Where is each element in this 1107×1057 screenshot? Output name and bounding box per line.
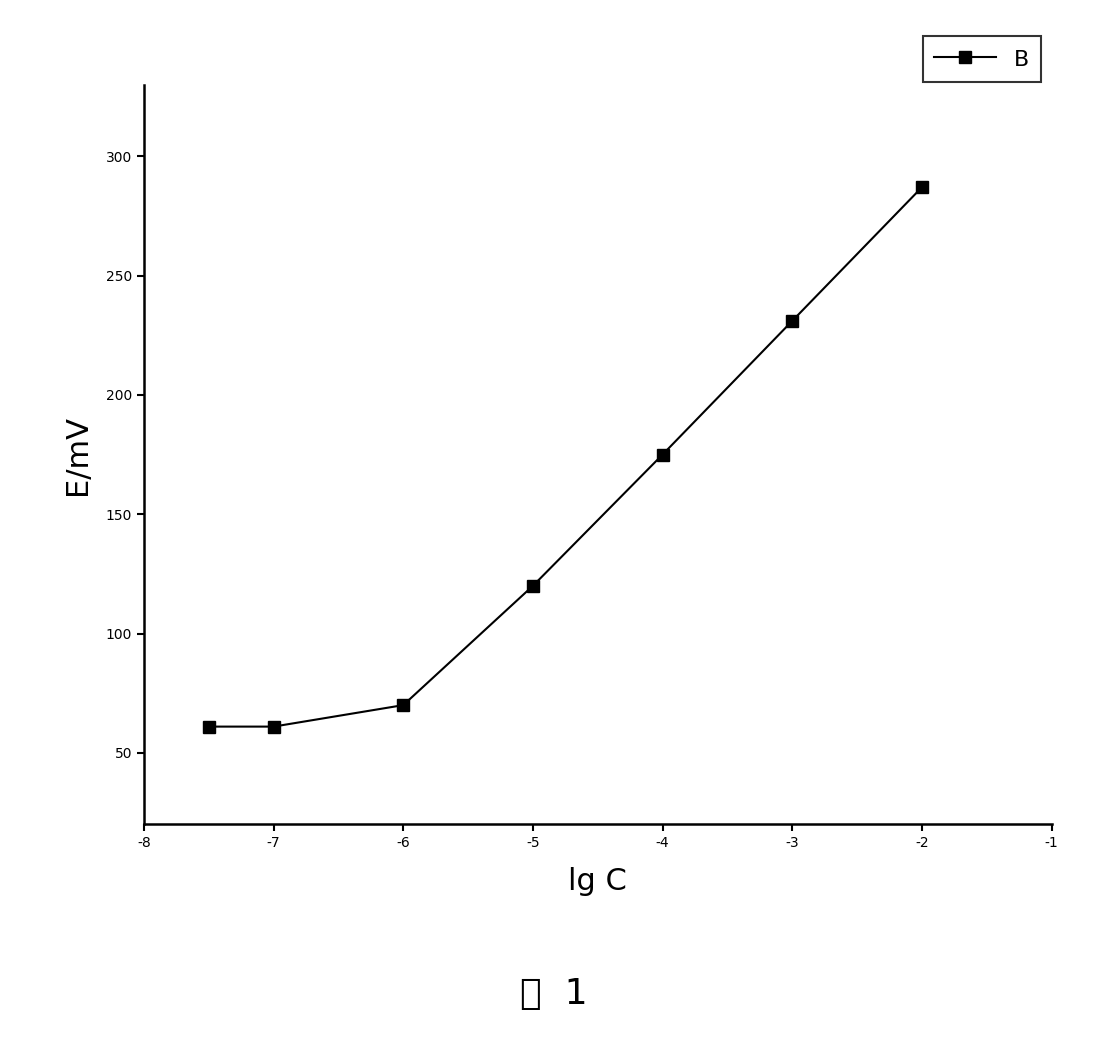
B [656,448,670,461]
B [786,315,799,328]
Line: B: B [203,181,929,733]
Y-axis label: E/mV: E/mV [63,414,92,495]
B [267,720,280,733]
B [915,181,929,193]
B [396,699,410,711]
X-axis label: lg C: lg C [568,867,628,896]
Legend: B: B [923,37,1041,81]
B [203,720,216,733]
B [526,579,539,592]
Text: 图  1: 图 1 [519,977,588,1010]
